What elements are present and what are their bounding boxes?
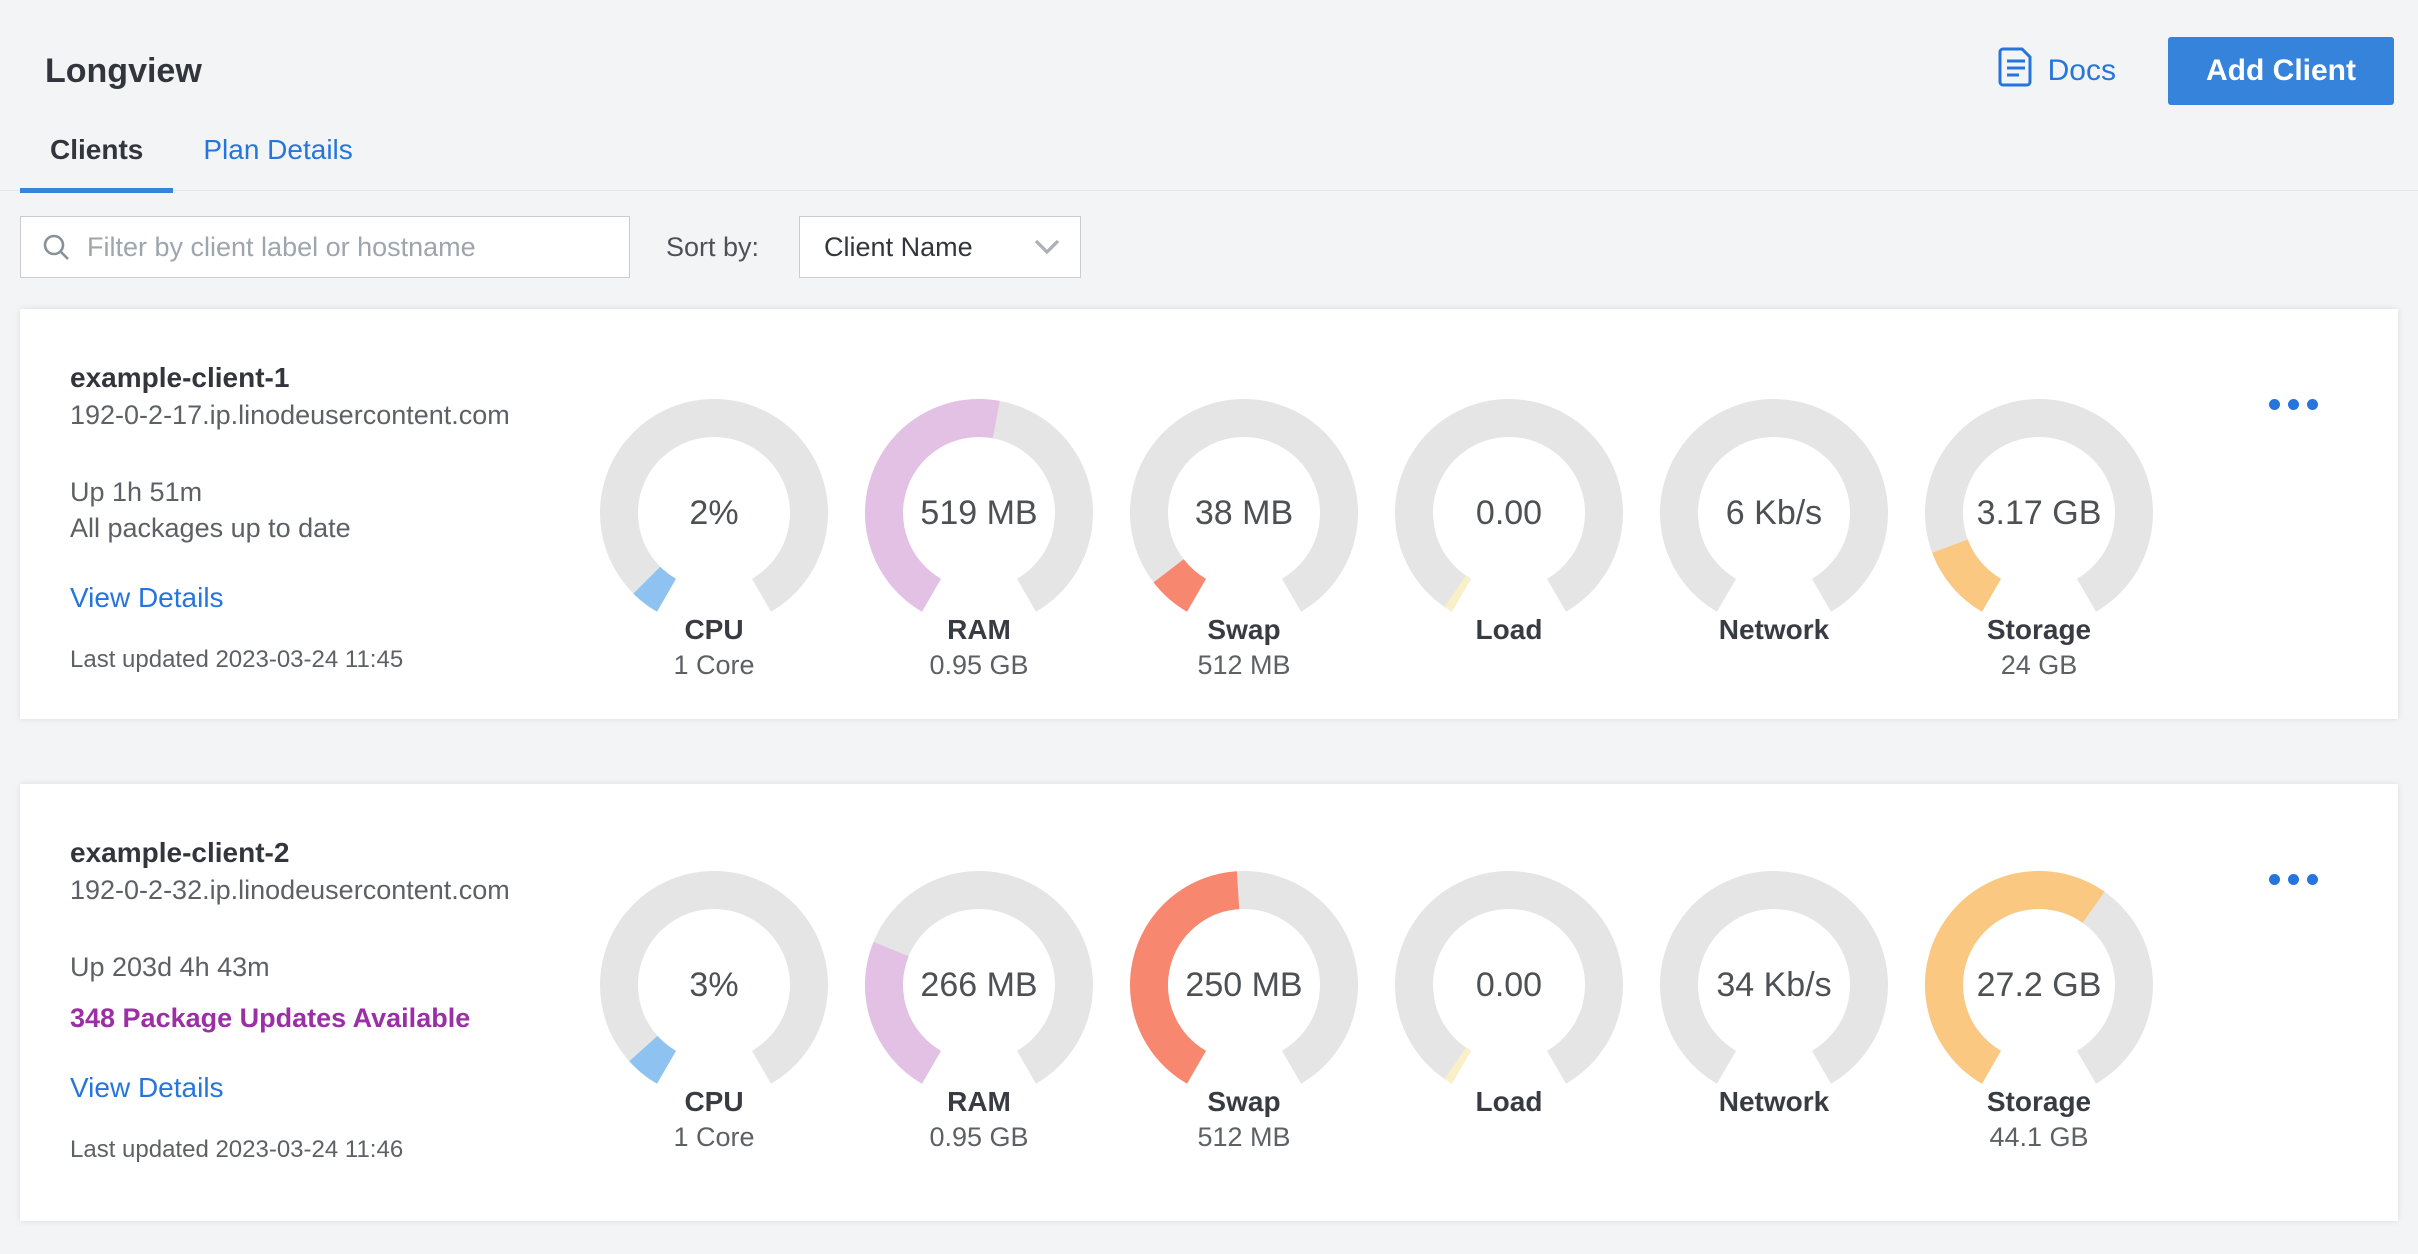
gauge-label: Storage <box>1986 1086 2092 1117</box>
gauge-storage: 27.2 GB Storage 44.1 GB <box>1923 869 2155 1221</box>
client-last-updated: Last updated 2023-03-24 11:46 <box>70 1136 404 1163</box>
client-card-example-client-2: example-client-2 192-0-2-32.ip.linodeuse… <box>20 784 2398 1221</box>
gauge-row: 3% CPU 1 Core 266 MB RAM 0.95 GB 250 MB … <box>598 784 2155 1221</box>
gauge-sublabel: 512 MB <box>1197 650 1291 680</box>
client-card-example-client-1: example-client-1 192-0-2-17.ip.linodeuse… <box>20 309 2398 719</box>
filter-toolbar: Sort by: Client Name <box>20 216 2398 278</box>
add-client-button[interactable]: Add Client <box>2168 37 2394 105</box>
client-name: example-client-2 <box>70 837 290 868</box>
client-info: example-client-2 192-0-2-32.ip.linodeuse… <box>20 784 520 1221</box>
header-actions: Docs Add Client <box>1998 37 2394 105</box>
gauge-row: 2% CPU 1 Core 519 MB RAM 0.95 GB 38 MB S… <box>598 309 2155 719</box>
view-details-link[interactable]: View Details <box>70 582 224 613</box>
gauge-value: 0.00 <box>1475 493 1543 532</box>
gauge-sublabel: 24 GB <box>2000 650 2078 680</box>
sort-by-label: Sort by: <box>666 231 760 262</box>
filter-input[interactable] <box>20 216 630 278</box>
client-info: example-client-1 192-0-2-17.ip.linodeuse… <box>20 309 520 719</box>
gauge-label: Network <box>1718 1086 1830 1117</box>
client-hostname: 192-0-2-32.ip.linodeusercontent.com <box>70 875 510 905</box>
gauge-value: 266 MB <box>920 965 1038 1004</box>
page-title: Longview <box>45 51 202 90</box>
filter-input-wrapper <box>20 216 630 278</box>
gauge-value: 2% <box>689 493 739 532</box>
gauge-cpu: 2% CPU 1 Core <box>598 397 830 719</box>
gauge-label: CPU <box>684 1086 744 1117</box>
gauge-storage: 3.17 GB Storage 24 GB <box>1923 397 2155 719</box>
gauge-value: 3.17 GB <box>1976 493 2102 532</box>
ellipsis-icon <box>2269 874 2280 885</box>
client-uptime: Up 203d 4h 43m <box>70 952 270 982</box>
gauge-label: RAM <box>947 614 1011 645</box>
gauge-value: 6 Kb/s <box>1725 493 1823 532</box>
tab-bar: Clients Plan Details <box>0 134 2418 193</box>
chevron-down-icon <box>1034 232 1060 263</box>
client-actions-menu-button[interactable] <box>2261 866 2326 893</box>
gauge-sublabel: 44.1 GB <box>1989 1122 2089 1152</box>
gauge-value: 519 MB <box>920 493 1038 532</box>
docs-link-label: Docs <box>2047 54 2116 87</box>
gauge-label: Storage <box>1986 614 2092 645</box>
gauge-ram: 519 MB RAM 0.95 GB <box>863 397 1095 719</box>
gauge-sublabel: 0.95 GB <box>929 650 1029 680</box>
gauge-network: 6 Kb/s Network <box>1658 397 1890 719</box>
ellipsis-icon <box>2269 399 2280 410</box>
gauge-swap: 38 MB Swap 512 MB <box>1128 397 1360 719</box>
view-details-link[interactable]: View Details <box>70 1072 224 1103</box>
gauge-value: 34 Kb/s <box>1716 965 1832 1004</box>
gauge-sublabel: 1 Core <box>673 650 755 680</box>
document-icon <box>1998 47 2034 95</box>
gauge-cpu: 3% CPU 1 Core <box>598 869 830 1221</box>
gauge-label: Swap <box>1207 1086 1281 1117</box>
docs-link[interactable]: Docs <box>1998 47 2116 95</box>
client-name: example-client-1 <box>70 362 290 393</box>
gauge-sublabel: 0.95 GB <box>929 1122 1029 1152</box>
client-last-updated: Last updated 2023-03-24 11:45 <box>70 646 404 673</box>
tab-clients[interactable]: Clients <box>20 134 174 193</box>
gauge-value: 38 MB <box>1194 493 1294 532</box>
client-packages-status: All packages up to date <box>70 513 351 543</box>
gauge-swap: 250 MB Swap 512 MB <box>1128 869 1360 1221</box>
gauge-load: 0.00 Load <box>1393 397 1625 719</box>
gauge-sublabel: 1 Core <box>673 1122 755 1152</box>
gauge-value: 250 MB <box>1185 965 1303 1004</box>
gauge-ram: 266 MB RAM 0.95 GB <box>863 869 1095 1221</box>
client-uptime: Up 1h 51m <box>70 477 203 507</box>
gauge-label: RAM <box>947 1086 1011 1117</box>
page-header: Longview Docs Add Client <box>0 0 2418 108</box>
gauge-network: 34 Kb/s Network <box>1658 869 1890 1221</box>
gauge-value: 0.00 <box>1475 965 1543 1004</box>
client-actions-menu-button[interactable] <box>2261 391 2326 418</box>
package-updates-link[interactable]: 348 Package Updates Available <box>70 1003 471 1033</box>
gauge-label: Load <box>1475 1086 1543 1117</box>
client-hostname: 192-0-2-17.ip.linodeusercontent.com <box>70 400 510 430</box>
gauge-label: CPU <box>684 614 744 645</box>
gauge-load: 0.00 Load <box>1393 869 1625 1221</box>
gauge-sublabel: 512 MB <box>1197 1122 1291 1152</box>
gauge-value: 3% <box>689 965 739 1004</box>
sort-select[interactable]: Client Name <box>799 216 1082 278</box>
gauge-label: Load <box>1475 614 1543 645</box>
gauge-label: Swap <box>1207 614 1281 645</box>
sort-select-value: Client Name <box>824 231 973 262</box>
gauge-label: Network <box>1718 614 1830 645</box>
gauge-value: 27.2 GB <box>1976 965 2102 1004</box>
tab-plan-details[interactable]: Plan Details <box>203 134 353 165</box>
